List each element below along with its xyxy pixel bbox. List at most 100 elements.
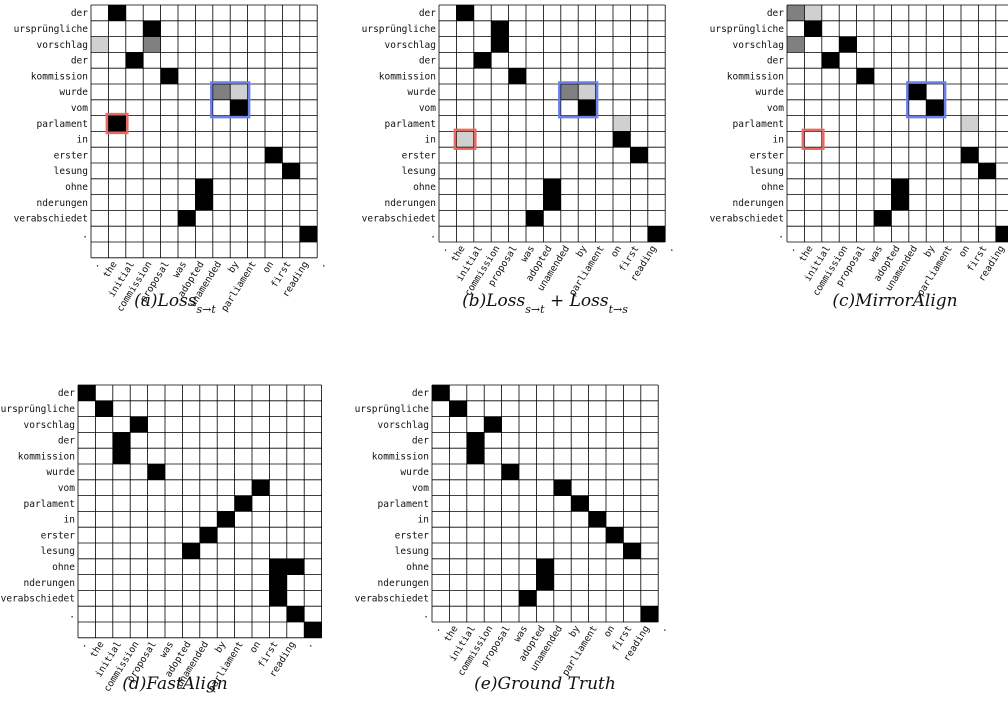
row-label: parlament	[733, 119, 784, 130]
alignment-cell	[112, 432, 131, 449]
row-label: parlament	[37, 119, 88, 130]
row-label: lesung	[395, 546, 429, 557]
row-label: parlament	[385, 119, 436, 130]
panel-caption: (b)Losss→t + Losst→s	[462, 291, 628, 316]
alignment-cell	[543, 178, 561, 195]
column-label: .	[657, 624, 669, 635]
row-label: verabschiedet	[355, 594, 429, 605]
alignment-cell	[195, 178, 213, 195]
alignment-cell	[286, 558, 305, 575]
row-label: vorschlag	[24, 420, 75, 431]
row-label: wurde	[755, 87, 784, 98]
alignment-cell	[536, 574, 554, 591]
alignment-cell	[961, 115, 979, 132]
row-label: ohne	[761, 182, 784, 193]
row-label: in	[418, 515, 429, 526]
alignment-cell	[269, 574, 287, 591]
alignment-cell	[560, 84, 579, 100]
alignment-cell	[526, 210, 544, 227]
alignment-cell	[613, 115, 631, 132]
row-label: .	[423, 609, 429, 620]
alignment-cell	[147, 464, 165, 480]
row-label: vom	[58, 483, 75, 494]
column-label: by	[226, 259, 242, 275]
row-label: ursprüngliche	[355, 404, 430, 415]
row-label: vorschlag	[733, 40, 784, 51]
row-label: der	[71, 56, 88, 67]
alignment-cell	[269, 558, 287, 575]
alignment-cell	[212, 84, 231, 100]
row-label: ohne	[52, 562, 75, 573]
alignment-cell	[230, 84, 248, 100]
alignment-cell	[536, 558, 554, 575]
column-label: .	[438, 244, 450, 255]
row-label: vom	[767, 103, 784, 114]
alignment-cell	[978, 163, 996, 179]
alignment-cell	[606, 527, 624, 543]
row-label: nderungen	[385, 198, 436, 209]
alignment-cell	[553, 479, 572, 496]
row-label: in	[77, 135, 88, 146]
alignment-cell	[501, 464, 519, 480]
row-label: verabschiedet	[1, 594, 75, 605]
alignment-cell	[432, 385, 450, 401]
alignment-cell	[269, 590, 287, 607]
row-label: der	[767, 56, 784, 67]
column-label: on	[609, 244, 624, 260]
row-label: verabschiedet	[14, 214, 88, 225]
row-label: wurde	[59, 87, 88, 98]
row-label: lesung	[750, 166, 784, 177]
caption-text: (b)Loss	[462, 291, 525, 311]
alignment-cell	[891, 178, 909, 195]
alignment-cell	[143, 20, 161, 37]
alignment-cell	[874, 210, 892, 227]
alignment-cell	[787, 36, 805, 53]
alignment-panel: der ursprüngliche vorschlag der kommission wu…	[362, 4, 676, 316]
alignment-cell	[125, 52, 144, 69]
alignment-cell	[182, 543, 200, 559]
column-label: on	[602, 624, 617, 640]
alignment-cell	[234, 495, 252, 512]
row-label: erster	[41, 530, 76, 541]
alignment-cell	[508, 68, 526, 84]
caption-text: (d)FastAlign	[122, 674, 227, 694]
highlight-box	[801, 128, 825, 150]
row-label: vom	[419, 103, 436, 114]
row-label: in	[64, 515, 75, 526]
alignment-cell	[456, 131, 474, 148]
row-label: kommission	[18, 451, 75, 462]
alignment-cell	[995, 226, 1008, 242]
caption-text: (e)Ground Truth	[474, 674, 616, 694]
row-label: ursprüngliche	[710, 24, 785, 35]
alignment-cell	[543, 194, 561, 211]
highlight-box	[558, 81, 599, 119]
row-label: wurde	[407, 87, 436, 98]
alignment-cell	[613, 131, 631, 148]
caption-subscript: s→t	[197, 303, 217, 316]
row-label: lesung	[54, 166, 88, 177]
alignment-cell	[588, 511, 606, 528]
panel-caption: (c)MirrorAlign	[832, 291, 957, 311]
alignment-cell	[856, 68, 874, 84]
highlight-box	[453, 128, 477, 150]
row-label: der	[412, 388, 429, 399]
alignment-cell	[160, 68, 178, 84]
column-label: .	[77, 640, 89, 651]
row-label: kommission	[31, 71, 88, 82]
alignment-cell	[108, 115, 126, 132]
row-label: in	[773, 135, 784, 146]
column-label: by	[567, 624, 583, 640]
row-label: lesung	[41, 546, 75, 557]
alignment-cell	[286, 606, 305, 622]
row-label: wurde	[400, 467, 429, 478]
row-label: ohne	[406, 562, 429, 573]
alignment-cell	[926, 99, 944, 116]
alignment-cell	[640, 606, 659, 622]
alignment-cell	[252, 479, 270, 496]
alignment-cell	[804, 20, 822, 37]
panel-caption: (e)Ground Truth	[474, 674, 616, 694]
alignment-cell	[95, 400, 113, 417]
alignment-cell	[199, 527, 218, 543]
row-label: erster	[402, 150, 437, 161]
row-label: erster	[54, 150, 89, 161]
